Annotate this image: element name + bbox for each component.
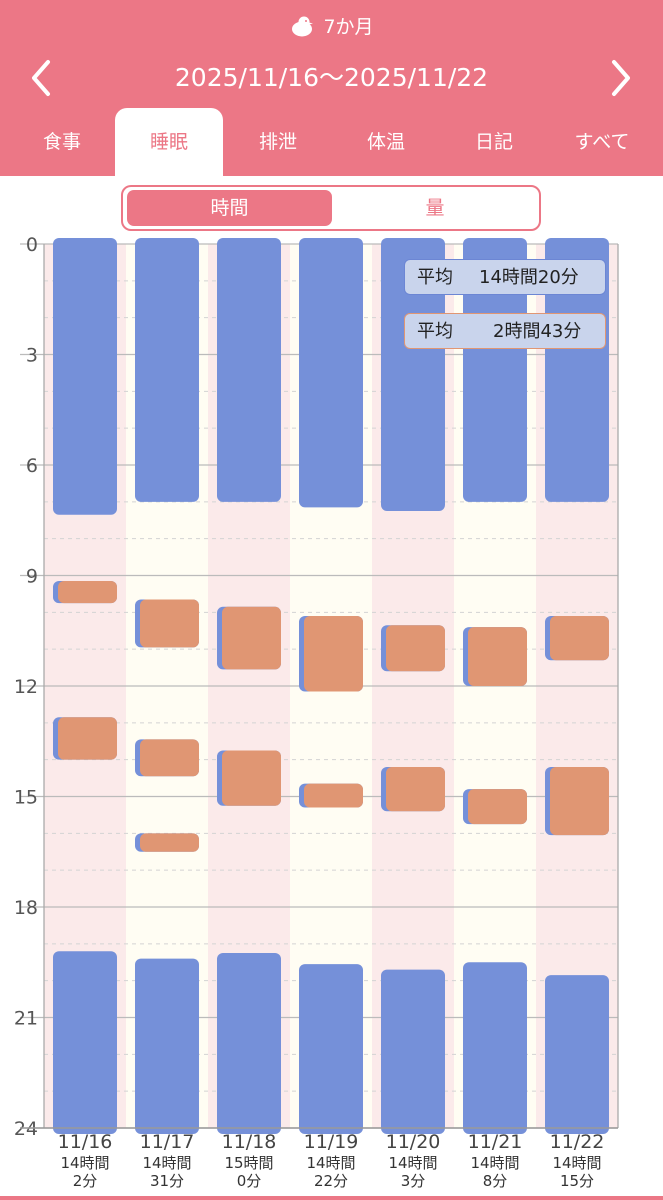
- date-range: 2025/11/16〜2025/11/22: [174, 63, 489, 92]
- daily-total-hours: 14時間: [470, 1154, 519, 1172]
- night-sleep-bar: [463, 238, 527, 502]
- night-sleep-bar: [463, 962, 527, 1134]
- nap-sleep-bar: [386, 767, 445, 812]
- night-sleep-bar: [217, 953, 281, 1134]
- nap-sleep-bar: [468, 627, 527, 686]
- chick-icon: [292, 16, 314, 37]
- night-sleep-bar: [53, 238, 117, 515]
- chevron-right-icon: [612, 60, 630, 96]
- prev-week-button[interactable]: [22, 56, 62, 100]
- average-night-value: 14時間20分: [479, 267, 579, 288]
- night-sleep-bar: [135, 958, 199, 1134]
- tab-all[interactable]: すべて: [574, 131, 630, 153]
- nap-sleep-bar: [222, 606, 281, 670]
- night-sleep-bar: [217, 238, 281, 502]
- y-tick-label: 18: [14, 897, 38, 919]
- date-label: 11/17: [140, 1131, 195, 1153]
- sleep-chart: 0369121518212411/1614時間2分11/1714時間31分11/…: [14, 234, 619, 1190]
- night-sleep-bar: [53, 951, 117, 1134]
- y-tick-label: 24: [14, 1118, 38, 1140]
- date-label: 11/19: [304, 1131, 359, 1153]
- date-label: 11/18: [222, 1131, 277, 1153]
- category-tabs: 食事 睡眠 排泄 体温 日記 すべて: [0, 108, 663, 176]
- bottom-divider: [0, 1196, 663, 1200]
- night-sleep-bar: [545, 238, 609, 502]
- daily-total-hours: 14時間: [60, 1154, 109, 1172]
- daily-total-minutes: 0分: [237, 1172, 262, 1190]
- tab-meal[interactable]: 食事: [42, 131, 81, 153]
- y-tick-label: 21: [14, 1008, 38, 1030]
- night-sleep-bar: [381, 969, 445, 1134]
- average-nap-value: 2時間43分: [493, 321, 582, 342]
- y-tick-label: 0: [26, 234, 38, 256]
- date-label: 11/22: [550, 1131, 605, 1153]
- date-label: 11/16: [58, 1131, 113, 1153]
- daily-total-hours: 15時間: [224, 1154, 273, 1172]
- nap-sleep-bar: [140, 739, 199, 777]
- daily-total-hours: 14時間: [388, 1154, 437, 1172]
- date-label: 11/20: [386, 1131, 441, 1153]
- nap-sleep-bar: [304, 616, 363, 692]
- daily-total-minutes: 2分: [73, 1172, 98, 1190]
- tab-diary[interactable]: 日記: [474, 131, 513, 153]
- date-label: 11/21: [468, 1131, 523, 1153]
- nap-sleep-bar: [58, 717, 117, 760]
- y-tick-label: 3: [26, 345, 38, 367]
- night-sleep-bar: [299, 964, 363, 1134]
- nap-sleep-bar: [140, 599, 199, 648]
- y-tick-label: 6: [26, 455, 38, 477]
- daily-total-minutes: 15分: [560, 1172, 594, 1190]
- toggle-time[interactable]: 時間: [127, 190, 332, 226]
- average-night-label: 平均: [417, 267, 453, 288]
- header: 7か月 2025/11/16〜2025/11/22 食事 睡眠 排泄 体温 日記…: [0, 0, 663, 176]
- chevron-left-icon: [32, 60, 50, 96]
- average-night-badge: 平均 14時間20分: [404, 259, 606, 295]
- nap-sleep-bar: [222, 750, 281, 806]
- daily-total-hours: 14時間: [306, 1154, 355, 1172]
- tab-temperature[interactable]: 体温: [366, 131, 405, 153]
- y-tick-label: 12: [14, 676, 38, 698]
- daily-total-minutes: 31分: [150, 1172, 184, 1190]
- nap-sleep-bar: [550, 767, 609, 836]
- y-tick-label: 15: [14, 787, 38, 809]
- night-sleep-bar: [545, 975, 609, 1134]
- daily-total-minutes: 8分: [483, 1172, 508, 1190]
- tab-sleep[interactable]: 睡眠: [115, 108, 223, 176]
- nap-sleep-bar: [468, 789, 527, 825]
- night-sleep-bar: [381, 238, 445, 512]
- tab-excretion[interactable]: 排泄: [258, 131, 297, 153]
- nap-sleep-bar: [304, 783, 363, 808]
- nap-sleep-bar: [550, 616, 609, 661]
- y-tick-label: 9: [26, 566, 38, 588]
- nap-sleep-bar: [386, 625, 445, 672]
- daily-total-hours: 14時間: [552, 1154, 601, 1172]
- night-sleep-bar: [299, 238, 363, 508]
- night-sleep-bar: [135, 238, 199, 502]
- next-week-button[interactable]: [600, 56, 640, 100]
- nap-sleep-bar: [58, 581, 117, 604]
- toggle-amount[interactable]: 量: [425, 197, 445, 219]
- age-label: 7か月: [323, 16, 374, 38]
- average-nap-badge: 平均 2時間43分: [404, 313, 606, 349]
- daily-total-hours: 14時間: [142, 1154, 191, 1172]
- nap-sleep-bar: [140, 833, 199, 852]
- age-row: 7か月: [0, 14, 663, 40]
- daily-total-minutes: 22分: [314, 1172, 348, 1190]
- average-nap-label: 平均: [417, 321, 453, 342]
- view-toggle: 時間 量: [121, 185, 541, 231]
- daily-total-minutes: 3分: [401, 1172, 426, 1190]
